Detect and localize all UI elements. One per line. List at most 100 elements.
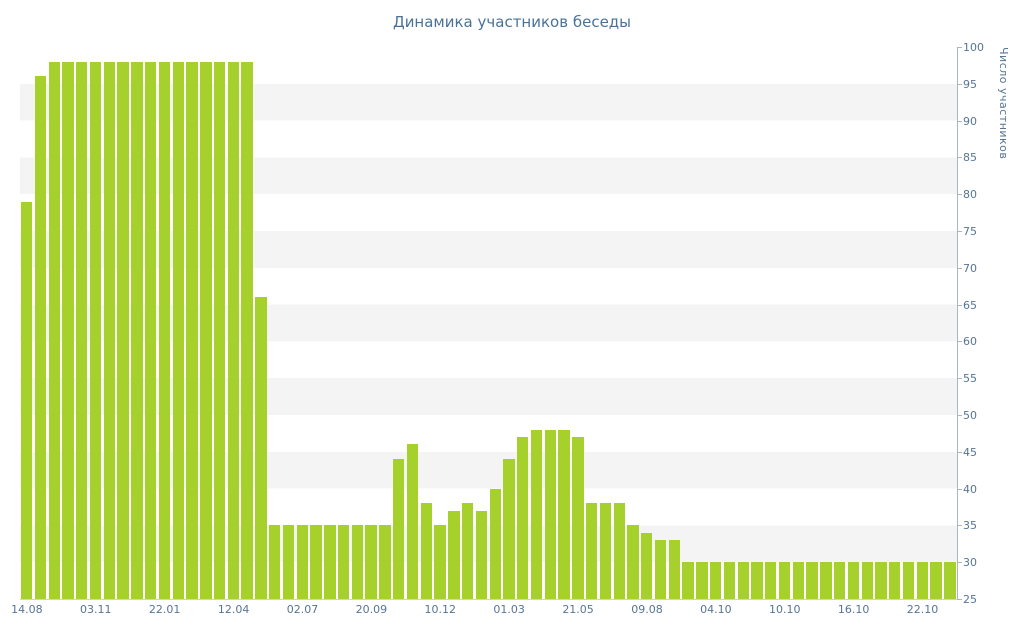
y-tick-label: 45 <box>963 445 977 459</box>
y-tick-label: 70 <box>963 261 977 275</box>
bar[interactable] <box>255 297 267 599</box>
bar[interactable] <box>572 437 584 599</box>
bar[interactable] <box>89 61 102 599</box>
bar[interactable] <box>145 61 157 599</box>
x-tick-label: 12.04 <box>217 603 250 616</box>
bar[interactable] <box>682 562 694 599</box>
bar[interactable] <box>227 61 240 599</box>
bar[interactable] <box>751 562 763 599</box>
bar[interactable] <box>269 525 281 599</box>
bar[interactable] <box>172 61 184 599</box>
x-tick-label: 04.10 <box>700 603 732 616</box>
bar[interactable] <box>765 562 777 599</box>
bar[interactable] <box>296 525 308 599</box>
y-tick-label: 50 <box>963 409 977 422</box>
x-tick-label: 09.08 <box>631 603 663 616</box>
bar[interactable] <box>62 61 74 599</box>
bar[interactable] <box>76 61 88 599</box>
x-tick-label: 02.07 <box>286 603 319 616</box>
bar[interactable] <box>902 562 915 599</box>
y-tick-mark <box>957 120 962 122</box>
y-tick-mark <box>957 378 962 380</box>
bar[interactable] <box>613 503 625 599</box>
bar[interactable] <box>213 61 226 599</box>
bar[interactable] <box>393 459 405 599</box>
y-tick-label: 55 <box>963 372 977 386</box>
bar[interactable] <box>379 525 391 599</box>
bar[interactable] <box>820 562 832 599</box>
bar[interactable] <box>158 61 171 599</box>
bar[interactable] <box>861 562 873 599</box>
x-tick-label: 20.09 <box>355 603 388 616</box>
bar[interactable] <box>806 562 818 599</box>
bar[interactable] <box>737 562 749 599</box>
bar[interactable] <box>461 503 474 599</box>
x-tick-label: 22.01 <box>148 603 181 616</box>
bar[interactable] <box>641 532 653 599</box>
y-tick-mark <box>957 194 962 196</box>
x-tick-label: 14.08 <box>11 603 43 616</box>
y-tick-label: 40 <box>963 482 977 496</box>
x-tick-label: 10.12 <box>424 603 457 616</box>
bar[interactable] <box>530 429 543 599</box>
bar[interactable] <box>131 61 143 599</box>
bar[interactable] <box>916 562 929 599</box>
y-tick-mark <box>957 231 962 232</box>
x-tick-label: 01.03 <box>493 603 525 616</box>
y-tick-label: 60 <box>963 335 977 349</box>
bar[interactable] <box>282 525 295 599</box>
bar[interactable] <box>944 562 956 599</box>
bar[interactable] <box>21 201 33 599</box>
bar[interactable] <box>875 562 887 599</box>
bar[interactable] <box>489 488 501 599</box>
x-tick-label: 22.10 <box>906 603 939 616</box>
bar[interactable] <box>889 562 901 599</box>
bar[interactable] <box>337 525 350 599</box>
y-tick-label: 25 <box>963 593 977 606</box>
y-tick-mark <box>957 267 962 269</box>
bar[interactable] <box>103 61 116 599</box>
bar[interactable] <box>324 525 336 599</box>
bar[interactable] <box>517 437 529 599</box>
bar[interactable] <box>406 444 419 599</box>
bar[interactable] <box>448 510 460 599</box>
bar[interactable] <box>585 503 598 599</box>
bar[interactable] <box>723 562 736 599</box>
bar[interactable] <box>709 562 722 599</box>
bar[interactable] <box>654 540 667 599</box>
bar[interactable] <box>503 459 515 599</box>
y-axis-title: Число участников <box>997 47 1010 160</box>
bar[interactable] <box>241 61 253 599</box>
bar[interactable] <box>599 503 612 599</box>
bar[interactable] <box>34 76 47 599</box>
bar[interactable] <box>186 61 198 599</box>
bar[interactable] <box>696 562 708 599</box>
bar[interactable] <box>778 562 791 599</box>
bar[interactable] <box>930 562 942 599</box>
y-tick-mark <box>957 304 962 306</box>
x-tick-label: 16.10 <box>837 603 870 616</box>
y-axis-line <box>957 47 958 600</box>
bar[interactable] <box>627 525 639 599</box>
bar[interactable] <box>668 540 680 599</box>
bar[interactable] <box>351 525 364 599</box>
y-tick-label: 100 <box>963 41 984 54</box>
y-tick-mark <box>957 488 962 490</box>
bar[interactable] <box>792 562 805 599</box>
bar[interactable] <box>434 525 446 599</box>
bar[interactable] <box>558 429 570 599</box>
bar[interactable] <box>475 510 488 599</box>
chart-title: Динамика участников беседы <box>392 13 632 31</box>
bar[interactable] <box>847 562 860 599</box>
y-tick-label: 95 <box>963 77 977 91</box>
y-tick-label: 35 <box>963 519 977 533</box>
bar[interactable] <box>117 61 129 599</box>
bar[interactable] <box>544 429 556 599</box>
bar[interactable] <box>833 562 846 599</box>
bar[interactable] <box>365 525 377 599</box>
bar[interactable] <box>310 525 322 599</box>
bar[interactable] <box>200 61 212 599</box>
bar[interactable] <box>420 503 432 599</box>
bar[interactable] <box>48 61 60 599</box>
